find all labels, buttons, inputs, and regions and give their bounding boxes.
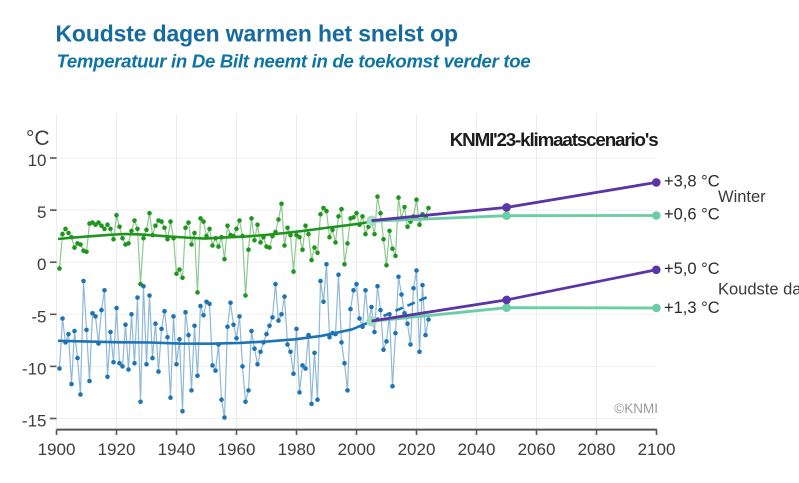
- svg-text:1980: 1980: [278, 440, 316, 459]
- svg-text:2020: 2020: [398, 440, 436, 459]
- svg-text:1940: 1940: [158, 440, 196, 459]
- svg-text:°C: °C: [26, 127, 50, 150]
- svg-text:Temperatuur in De Bilt neemt i: Temperatuur in De Bilt neemt in de toeko…: [57, 51, 531, 72]
- svg-text:©KNMI: ©KNMI: [614, 401, 658, 416]
- svg-text:-10: -10: [22, 359, 47, 378]
- svg-text:2000: 2000: [338, 440, 376, 459]
- svg-text:Winter: Winter: [718, 188, 766, 206]
- svg-text:1960: 1960: [218, 440, 256, 459]
- svg-text:-15: -15: [22, 412, 47, 431]
- svg-text:2080: 2080: [578, 440, 616, 459]
- svg-text:Koudste dagen: Koudste dagen: [718, 280, 799, 298]
- svg-text:1900: 1900: [38, 440, 76, 459]
- svg-text:+0,6 °C: +0,6 °C: [664, 206, 720, 224]
- svg-text:+1,3 °C: +1,3 °C: [664, 299, 720, 317]
- svg-text:0: 0: [37, 255, 46, 274]
- svg-text:+5,0 °C: +5,0 °C: [664, 260, 720, 278]
- svg-text:5: 5: [37, 203, 46, 222]
- svg-text:2100: 2100: [638, 440, 676, 459]
- svg-text:10: 10: [28, 151, 47, 170]
- svg-text:-5: -5: [31, 307, 46, 326]
- svg-text:Koudste dagen warmen het snels: Koudste dagen warmen het snelst op: [56, 21, 458, 47]
- svg-text:2040: 2040: [458, 440, 496, 459]
- svg-text:1920: 1920: [98, 440, 136, 459]
- svg-text:+3,8 °C: +3,8 °C: [664, 173, 720, 191]
- svg-text:2060: 2060: [518, 440, 556, 459]
- svg-text:KNMI'23-klimaatscenario's: KNMI'23-klimaatscenario's: [450, 129, 658, 150]
